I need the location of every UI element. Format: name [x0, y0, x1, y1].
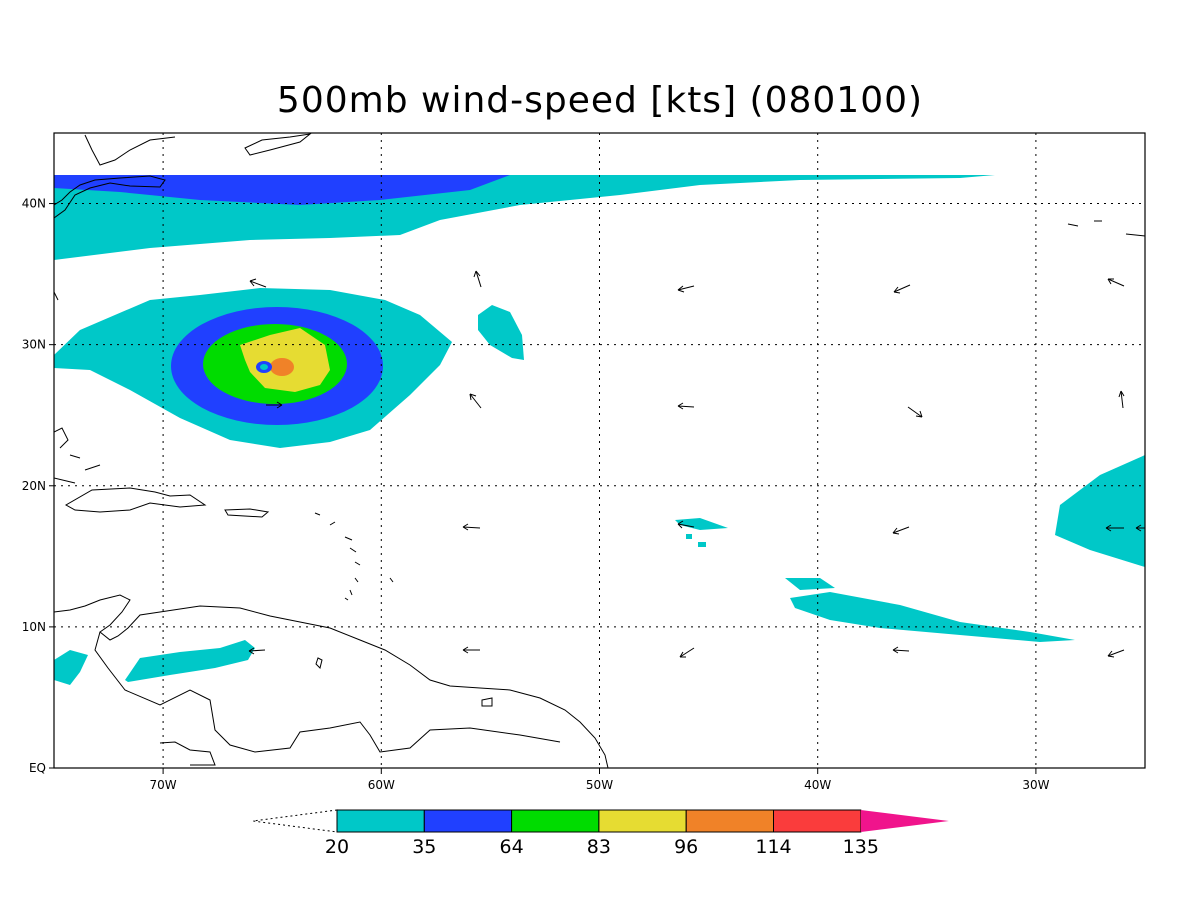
colorbar-low-triangle	[252, 809, 338, 833]
wind-arrow	[469, 393, 482, 409]
x-tick-label: 60W	[368, 778, 395, 792]
storm-core-96-114	[270, 358, 294, 376]
wind-arrow	[54, 291, 59, 301]
colorbar-swatch	[336, 809, 425, 833]
colorbar-level-label: 20	[325, 836, 349, 858]
longitude-axis: 70W 60W 50W 40W 30W	[150, 768, 1050, 792]
wind-arrow	[1135, 524, 1145, 532]
colorbar: 20 35 64 83 96 114 135	[252, 809, 949, 858]
wind-arrow	[249, 278, 267, 288]
colorbar-high-triangle	[860, 810, 949, 832]
map-plot-area	[54, 133, 1145, 768]
patch-northeast-storm	[478, 305, 524, 360]
wind-arrow	[1118, 390, 1125, 409]
patch-south-america	[125, 640, 255, 682]
colorbar-level-label: 135	[843, 836, 879, 858]
y-tick-label: 10N	[22, 620, 46, 634]
colorbar-level-label: 83	[587, 836, 611, 858]
wind-arrow	[1107, 649, 1125, 658]
patch-central-dot1	[686, 534, 692, 539]
wind-arrow	[462, 646, 480, 654]
wind-arrow	[892, 646, 910, 654]
wind-arrow	[892, 526, 910, 535]
colorbar-level-label: 64	[500, 836, 524, 858]
patch-itcz-band	[785, 578, 1075, 642]
wind-arrow	[893, 284, 911, 294]
colorbar-swatch	[685, 809, 775, 833]
wind-arrow	[266, 401, 283, 409]
wind-arrow	[679, 647, 695, 658]
y-tick-label: 30N	[22, 338, 46, 352]
graticule	[54, 133, 1145, 768]
wind-arrow	[677, 402, 695, 410]
x-tick-label: 30W	[1022, 778, 1049, 792]
wind-arrow	[473, 270, 482, 288]
x-tick-label: 40W	[804, 778, 831, 792]
latitude-axis: EQ 10N 20N 30N 40N	[22, 197, 54, 775]
wind-arrow	[677, 285, 695, 293]
wind-arrow	[1105, 524, 1124, 532]
wind-arrow	[677, 520, 695, 529]
colorbar-swatch	[511, 809, 600, 833]
wind-arrow	[907, 406, 923, 418]
map-title: 500mb wind-speed [kts] (080100)	[276, 80, 924, 121]
y-tick-label: EQ	[29, 761, 46, 775]
wind-arrow	[462, 523, 481, 531]
storm-eye	[260, 364, 268, 370]
coastlines	[54, 133, 1145, 768]
colorbar-level-label: 114	[755, 836, 791, 858]
x-tick-label: 70W	[150, 778, 177, 792]
colorbar-swatch	[423, 809, 513, 833]
colorbar-level-label: 96	[674, 836, 698, 858]
wind-vectors	[54, 270, 1145, 658]
patch-central-dot2	[698, 542, 706, 547]
colorbar-swatch	[598, 809, 687, 833]
patch-east-edge	[1055, 455, 1145, 567]
jet-band-35-64	[54, 175, 510, 205]
x-tick-label: 50W	[586, 778, 613, 792]
patch-southwest	[54, 650, 88, 685]
patch-central	[675, 518, 728, 530]
colorbar-level-label: 35	[412, 836, 436, 858]
y-tick-label: 40N	[22, 197, 46, 211]
wind-speed-contours	[54, 175, 1145, 685]
colorbar-swatch	[773, 809, 862, 833]
wind-arrow	[1107, 278, 1125, 287]
y-tick-label: 20N	[22, 479, 46, 493]
wind-arrow	[248, 647, 266, 655]
